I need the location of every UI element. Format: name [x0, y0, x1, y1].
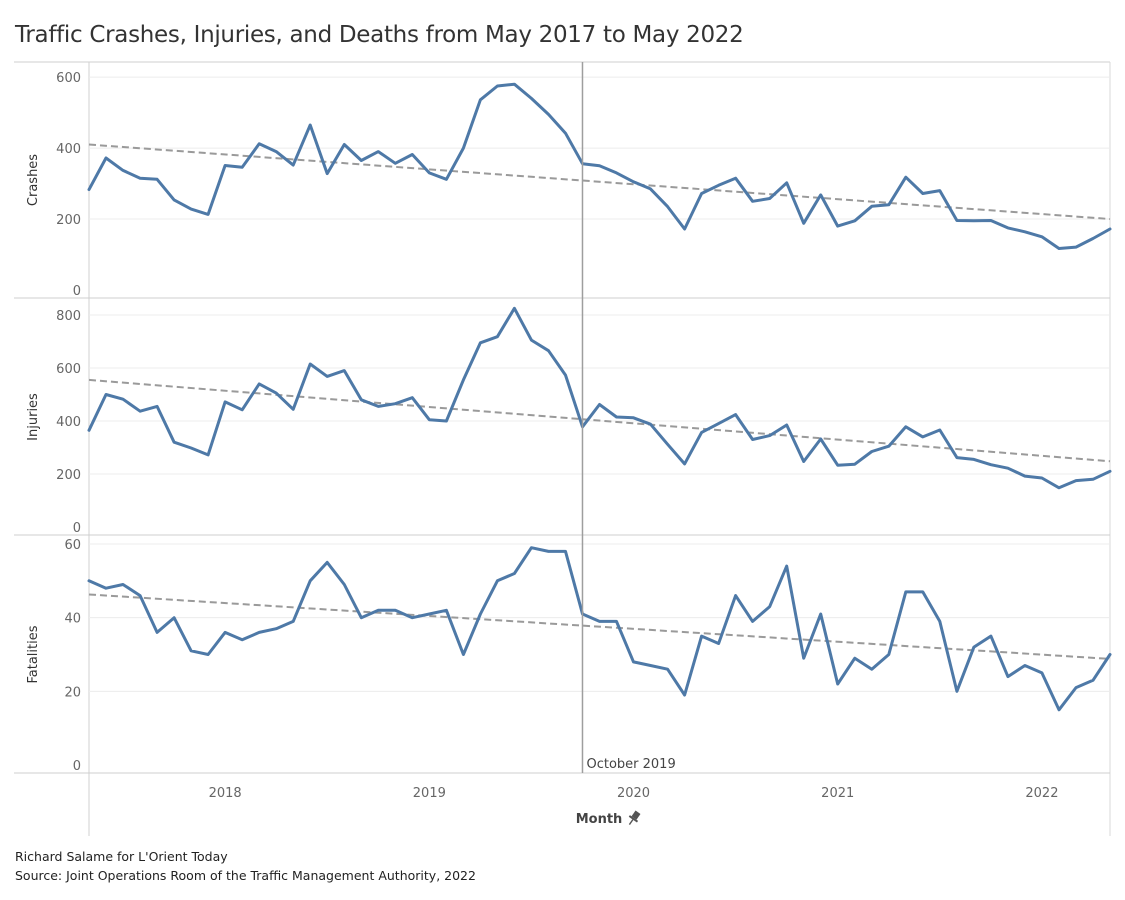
injuries-axis-title: Injuries	[26, 393, 41, 441]
source-text: Source: Joint Operations Room of the Tra…	[15, 868, 476, 883]
fatalities-y-tick-label: 0	[73, 759, 81, 774]
crashes-y-tick-label: 200	[56, 213, 81, 228]
crashes-trend-line	[88, 143, 1111, 221]
crashes-axis-title: Crashes	[26, 154, 41, 206]
injuries-y-tick-label: 0	[73, 521, 81, 536]
fatalities-y-tick-label: 40	[64, 612, 81, 627]
crashes-series-line	[87, 82, 1112, 250]
injuries-y-tick-label: 200	[56, 468, 81, 483]
x-tick-label-2018: 2018	[209, 786, 242, 801]
crashes-y-tick-label: 400	[56, 142, 81, 157]
injuries-y-tick-label: 600	[56, 362, 81, 377]
x-tick-label-2019: 2019	[413, 786, 446, 801]
x-tick-label-2022: 2022	[1025, 786, 1058, 801]
injuries-series-line	[87, 306, 1112, 490]
fatalities-y-tick-label: 60	[64, 538, 81, 553]
fatalities-axis-title: Fatalities	[26, 625, 41, 683]
fatalities-trend-line	[88, 593, 1111, 660]
injuries-y-tick-label: 400	[56, 415, 81, 430]
fatalities-series-line	[87, 546, 1112, 712]
fatalities-y-tick-label: 20	[64, 685, 81, 700]
x-tick-label-2021: 2021	[821, 786, 854, 801]
crashes-y-tick-label: 600	[56, 71, 81, 86]
injuries-y-tick-label: 800	[56, 309, 81, 324]
credit-text: Richard Salame for L'Orient Today	[15, 849, 228, 864]
injuries-trend-line	[88, 378, 1111, 463]
chart-title: Traffic Crashes, Injuries, and Deaths fr…	[15, 22, 744, 48]
pin-icon	[628, 810, 641, 825]
x-axis-title: Month	[576, 812, 623, 827]
x-tick-label-2020: 2020	[617, 786, 650, 801]
annotation-label: October 2019	[586, 757, 675, 772]
crashes-y-tick-label: 0	[73, 284, 81, 299]
